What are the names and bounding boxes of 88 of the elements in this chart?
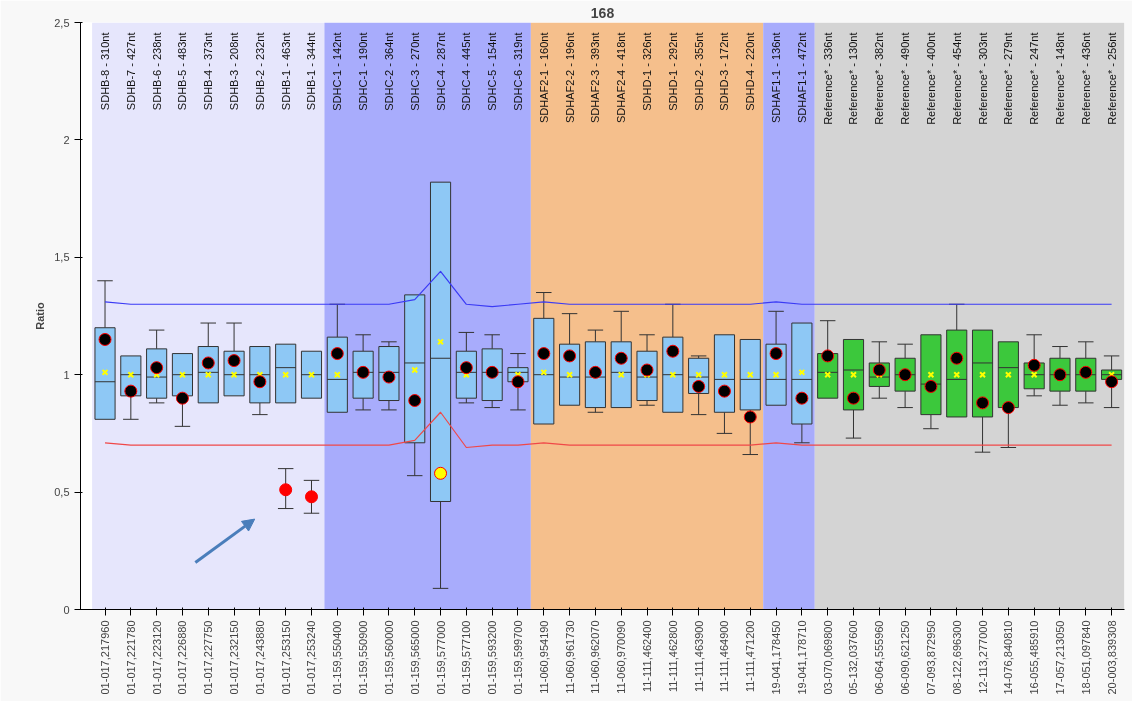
annotation: Reference* - 436nt — [1079, 32, 1092, 125]
x-tick-label: 03-070,069800 — [821, 620, 834, 695]
annotation: SDHC-3 - 270nt — [408, 32, 421, 111]
x-tick-label: 01-017,253150 — [279, 620, 292, 695]
x-tick-label: 01-017,217960 — [99, 620, 112, 695]
x-tick-label: 11-060,961730 — [563, 620, 576, 694]
annotation: SDHAF2-2 - 196nt — [563, 32, 576, 123]
annotation: SDHAF2-1 - 160nt — [537, 32, 550, 123]
x-tick-label: 11-111,462800 — [666, 620, 679, 693]
annotation: Reference* - 490nt — [899, 32, 912, 125]
x-tick-label: 11-111,464900 — [718, 620, 731, 693]
x-tick-label: 14-076,840810 — [1002, 620, 1015, 695]
x-tick-label: 01-159,550900 — [357, 620, 370, 695]
x-tick-label: 11-111,463900 — [692, 620, 705, 693]
x-tick-label: 01-159,599700 — [511, 620, 524, 695]
y-axis-title: Ratio — [34, 301, 47, 330]
x-tick-label: 01-017,227750 — [202, 620, 215, 695]
chart-title: 168 — [590, 4, 615, 21]
x-tick-label: 17-057,213050 — [1053, 620, 1066, 695]
x-tick-label: 01-159,593200 — [486, 620, 499, 695]
annotation: SDHC-1 - 190nt — [357, 32, 370, 111]
annotation: SDHC-6 - 319nt — [511, 32, 524, 111]
annotation: Reference* - 454nt — [950, 32, 963, 125]
x-tick-label: 11-111,462400 — [641, 620, 654, 693]
x-tick-label: 11-060,962070 — [589, 620, 602, 694]
annotation: SDHB-1 - 344nt — [305, 32, 318, 111]
annotation: SDHC-5 - 154nt — [486, 32, 499, 111]
annotation: SDHAF1-1 - 136nt — [770, 32, 783, 123]
annotation: SDHC-4 - 287nt — [434, 32, 447, 111]
annotation: SDHD-1 - 326nt — [641, 32, 654, 111]
x-tick-label: 01-159,577100 — [460, 620, 473, 695]
x-tick-label: 06-090,621250 — [899, 620, 912, 695]
x-tick-label: 18-051,097840 — [1079, 620, 1092, 695]
x-tick-label: 01-017,253240 — [305, 620, 318, 695]
x-tick-label: 01-017,232150 — [228, 620, 241, 695]
annotation: Reference* - 279nt — [1002, 32, 1015, 125]
annotation: SDHC-2 - 364nt — [382, 32, 395, 111]
x-tick-label: 11-060,954190 — [537, 620, 550, 694]
annotation: Reference* - 303nt — [976, 32, 989, 125]
x-tick-label: 19-041,178710 — [795, 620, 808, 695]
x-tick-label: 11-060,970090 — [615, 620, 628, 694]
y-tick-label: 2,5 — [54, 16, 70, 29]
x-tick-label: 01-159,577000 — [434, 620, 447, 695]
annotation: SDHAF2-3 - 393nt — [589, 32, 602, 123]
annotation: SDHB-7 - 427nt — [124, 32, 137, 111]
annotation: Reference* - 382nt — [873, 32, 886, 125]
annotation: SDHB-2 - 232nt — [253, 32, 266, 111]
y-tick-label: 2 — [63, 133, 70, 146]
x-tick-label: 19-041,178450 — [770, 620, 783, 695]
annotation: SDHB-5 - 483nt — [176, 32, 189, 111]
annotation: Reference* - 247nt — [1028, 32, 1041, 125]
y-tick-label: 1 — [63, 368, 70, 381]
annotation: SDHD-3 - 172nt — [718, 32, 731, 111]
x-tick-label: 05-132,037600 — [847, 620, 860, 695]
x-tick-label: 01-017,243880 — [253, 620, 266, 695]
x-tick-label: 07-093,872950 — [924, 620, 937, 695]
x-tick-label: 01-017,223120 — [150, 620, 163, 695]
annotation: SDHB-1 - 463nt — [279, 32, 292, 111]
annotation: SDHAF2-4 - 418nt — [615, 32, 628, 123]
annotation: Reference* - 130nt — [847, 32, 860, 125]
y-tick-label: 1,5 — [54, 251, 70, 264]
x-tick-label: 06-064,555960 — [873, 620, 886, 695]
annotation: Reference* - 148nt — [1053, 32, 1066, 125]
x-tick-label: 11-111,471200 — [744, 620, 757, 693]
x-tick-label: 16-055,485910 — [1028, 620, 1041, 695]
x-tick-label: 01-159,560000 — [382, 620, 395, 695]
x-tick-label: 08-122,696300 — [950, 620, 963, 695]
y-tick-label: 0,5 — [54, 486, 70, 499]
x-tick-label: 01-017,221780 — [124, 620, 137, 695]
x-tick-label: 01-017,226880 — [176, 620, 189, 695]
annotation: Reference* - 256nt — [1105, 32, 1118, 125]
annotation: SDHB-4 - 373nt — [202, 32, 215, 111]
x-tick-label: 12-113,277000 — [976, 620, 989, 694]
annotation: Reference* - 336nt — [821, 32, 834, 125]
annotation: SDHC-4 - 445nt — [460, 32, 473, 111]
x-tick-label: 20-003,839308 — [1105, 620, 1118, 695]
annotation: SDHD-4 - 220nt — [744, 32, 757, 111]
annotation: SDHD-1 - 292nt — [666, 32, 679, 111]
y-tick-label: 0 — [63, 603, 70, 616]
annotation: Reference* - 400nt — [924, 32, 937, 125]
annotation: SDHB-6 - 238nt — [150, 32, 163, 111]
x-tick-label: 01-159,565000 — [408, 620, 421, 695]
annotation: SDHAF1-1 - 472nt — [795, 32, 808, 123]
x-tick-label: 01-159,550400 — [331, 620, 344, 695]
annotation: SDHD-2 - 355nt — [692, 32, 705, 111]
annotation: SDHC-1 - 142nt — [331, 32, 344, 111]
annotation: SDHB-3 - 208nt — [228, 32, 241, 111]
annotation: SDHB-8 - 310nt — [99, 32, 112, 111]
